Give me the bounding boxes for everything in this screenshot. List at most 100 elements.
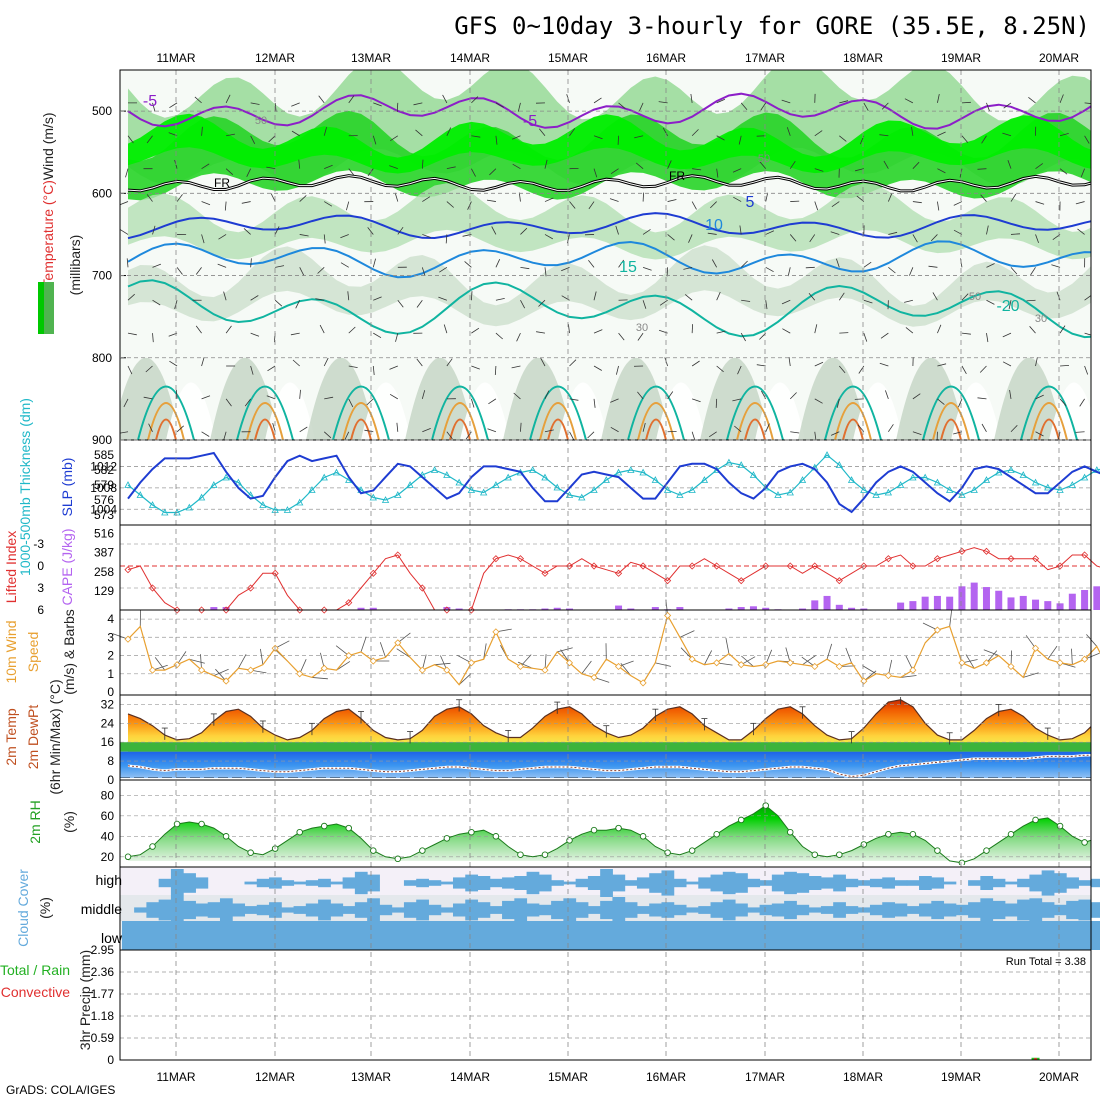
wind-barb bbox=[422, 234, 431, 238]
wind-barb bbox=[1010, 233, 1021, 235]
thickness-point bbox=[492, 481, 500, 488]
wind-barb bbox=[1029, 326, 1036, 334]
wind-barb bbox=[495, 259, 501, 268]
thickness-point bbox=[995, 468, 1003, 476]
rh-point bbox=[320, 822, 328, 830]
date-axis-labels: 11MAR 11MAR 12MAR 12MAR 13MAR 13MAR 14MAR 14MAR… bbox=[156, 51, 1079, 1084]
cloud-cell bbox=[256, 921, 270, 950]
cape-bar bbox=[357, 607, 365, 610]
wind-barb bbox=[274, 226, 280, 235]
wind-barb bbox=[814, 398, 823, 404]
cloud-cell bbox=[1029, 898, 1043, 922]
wind-ytick: 4 bbox=[107, 612, 114, 626]
wind-barb-10m bbox=[335, 645, 349, 656]
cape-bar bbox=[946, 596, 954, 610]
cloud-cell bbox=[931, 877, 945, 889]
wind-barb bbox=[421, 390, 426, 399]
cloud-cell bbox=[943, 881, 957, 885]
cloud-cell bbox=[195, 921, 209, 950]
wind-barb bbox=[691, 201, 697, 210]
li-point bbox=[148, 584, 157, 592]
rh-point bbox=[173, 820, 181, 828]
rh-point bbox=[737, 816, 745, 824]
wind-barb bbox=[244, 398, 251, 407]
temp-contour-bulb bbox=[342, 402, 380, 440]
cape-bar bbox=[933, 595, 941, 610]
wind-barb-10m bbox=[1025, 635, 1036, 649]
wind-barb-10m bbox=[680, 647, 693, 660]
wind-barb bbox=[888, 231, 898, 235]
wind-barb bbox=[659, 299, 668, 306]
wind-barb bbox=[691, 360, 700, 367]
cloud-cell bbox=[919, 903, 932, 917]
rh-column bbox=[798, 357, 868, 440]
wind-barb bbox=[692, 168, 702, 171]
wind-barb bbox=[471, 398, 475, 408]
wind-barb bbox=[470, 291, 473, 301]
thickness-point bbox=[136, 491, 144, 498]
cloud-cell bbox=[857, 880, 871, 886]
wind-barb bbox=[953, 201, 963, 206]
wind-barb bbox=[911, 126, 914, 136]
thickness-point bbox=[332, 468, 341, 476]
cloud-cell bbox=[195, 877, 209, 889]
wind-barb bbox=[691, 431, 696, 440]
wind-barb bbox=[413, 102, 423, 106]
wind-barb bbox=[986, 263, 995, 268]
wind-barb bbox=[394, 192, 399, 202]
temp-contour-bulb bbox=[332, 385, 390, 440]
wind-barb bbox=[756, 364, 766, 367]
thickness-point bbox=[909, 473, 917, 481]
wind-barb bbox=[615, 225, 619, 235]
wind-barb bbox=[520, 266, 530, 270]
wind-barb bbox=[642, 266, 652, 271]
thickness-point bbox=[406, 481, 414, 488]
wind-barb bbox=[194, 96, 202, 104]
thickness-point bbox=[627, 466, 635, 473]
cloud-cell bbox=[992, 900, 1006, 920]
li-point bbox=[1031, 555, 1040, 563]
wind-barb-10m bbox=[360, 636, 367, 653]
cloud-cell bbox=[1004, 881, 1018, 885]
cloud-level-label: low bbox=[101, 930, 123, 946]
cloud-cell bbox=[244, 921, 258, 950]
wind-barb bbox=[609, 198, 619, 202]
temp-contour bbox=[127, 175, 1091, 192]
cloud-cell bbox=[624, 880, 638, 886]
thickness-point bbox=[430, 466, 439, 473]
wind-barb bbox=[879, 134, 889, 137]
upper-axis-label-part: Wind (m/s) bbox=[40, 112, 56, 180]
wind-barb bbox=[415, 129, 423, 137]
cloud-cell bbox=[1029, 921, 1043, 950]
wind-barb bbox=[1002, 132, 1012, 137]
wind-barb bbox=[667, 199, 677, 202]
date-label-bottom: 19MAR bbox=[941, 1070, 981, 1084]
wind-barb bbox=[888, 267, 896, 274]
precip-axis-label: 3hr Precip (mm) bbox=[77, 950, 93, 1050]
wind-barb bbox=[618, 102, 626, 110]
wind-barb bbox=[958, 398, 963, 408]
wind-barb-10m bbox=[215, 668, 227, 682]
cloud-cell bbox=[575, 921, 589, 950]
temp-contour-bulb bbox=[246, 402, 284, 440]
wind-barb bbox=[292, 359, 300, 367]
cloud-cell bbox=[452, 921, 466, 950]
li-point bbox=[835, 577, 843, 585]
cloud-cell bbox=[1004, 903, 1018, 917]
cloud-cell bbox=[649, 921, 662, 950]
temp-contour-bulb bbox=[940, 418, 962, 440]
wind-barb bbox=[863, 261, 872, 268]
wind-barb bbox=[887, 193, 893, 202]
li-point bbox=[492, 555, 500, 563]
wind-speed-point bbox=[688, 655, 696, 663]
wind-speed-point bbox=[713, 659, 721, 667]
wind-barb bbox=[1028, 96, 1036, 104]
wind-barb bbox=[765, 300, 768, 310]
temp-contour-bulb bbox=[254, 418, 276, 440]
chart-title: GFS 0~10day 3-hourly for GORE (35.5E, 8.… bbox=[454, 12, 1090, 40]
wind-barb bbox=[438, 296, 447, 301]
dry-column bbox=[1049, 382, 1091, 440]
date-label-bottom: 14MAR bbox=[450, 1070, 490, 1084]
wind-barb-10m bbox=[741, 655, 754, 667]
date-label-top: 18MAR bbox=[843, 51, 883, 65]
